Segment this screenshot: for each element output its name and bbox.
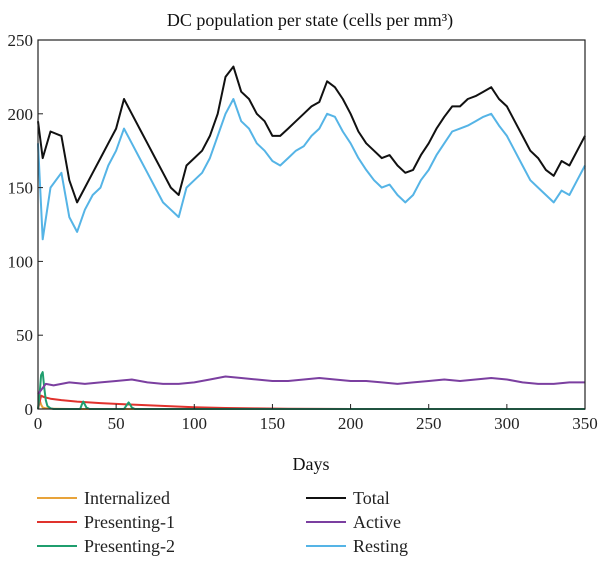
y-tick-label-1: 50 — [16, 326, 33, 345]
x-axis: 0 50 100 150 200 250 300 350 — [34, 404, 598, 433]
legend-label-5: Resting — [353, 536, 408, 556]
legend-label-2: Presenting-2 — [84, 536, 175, 556]
y-tick-label-2: 100 — [8, 252, 34, 271]
x-tick-label-2: 100 — [182, 414, 208, 433]
y-axis: 0 50 100 150 200 250 — [8, 31, 43, 419]
series-layer — [37, 65, 586, 410]
y-tick-label-5: 250 — [8, 31, 34, 50]
series-line-1 — [37, 394, 585, 410]
plot-frame — [37, 39, 586, 410]
y-tick-label-0: 0 — [25, 400, 34, 419]
x-axis-title: Days — [293, 454, 330, 474]
y-tick-label-3: 150 — [8, 179, 34, 198]
legend-label-4: Active — [353, 512, 401, 532]
series-line-3 — [37, 65, 586, 204]
legend-item-3: Total — [306, 488, 390, 508]
x-tick-label-7: 350 — [572, 414, 598, 433]
x-tick-label-3: 150 — [260, 414, 286, 433]
legend-item-1: Presenting-1 — [37, 512, 175, 532]
series-line-4 — [37, 375, 585, 395]
x-tick-label-1: 50 — [108, 414, 125, 433]
legend-label-3: Total — [353, 488, 390, 508]
y-tick-label-4: 200 — [8, 105, 34, 124]
legend: Internalized Presenting-1 Presenting-2 Tota… — [37, 488, 408, 556]
legend-item-2: Presenting-2 — [37, 536, 175, 556]
x-tick-label-4: 200 — [338, 414, 364, 433]
legend-item-5: Resting — [306, 536, 408, 556]
x-tick-label-5: 250 — [416, 414, 442, 433]
x-tick-label-6: 300 — [494, 414, 520, 433]
series-line-5 — [37, 98, 586, 241]
legend-label-0: Internalized — [84, 488, 170, 508]
legend-label-1: Presenting-1 — [84, 512, 175, 532]
chart-title: DC population per state (cells per mm³) — [167, 10, 453, 31]
legend-item-0: Internalized — [37, 488, 170, 508]
legend-item-4: Active — [306, 512, 401, 532]
x-tick-label-0: 0 — [34, 414, 43, 433]
